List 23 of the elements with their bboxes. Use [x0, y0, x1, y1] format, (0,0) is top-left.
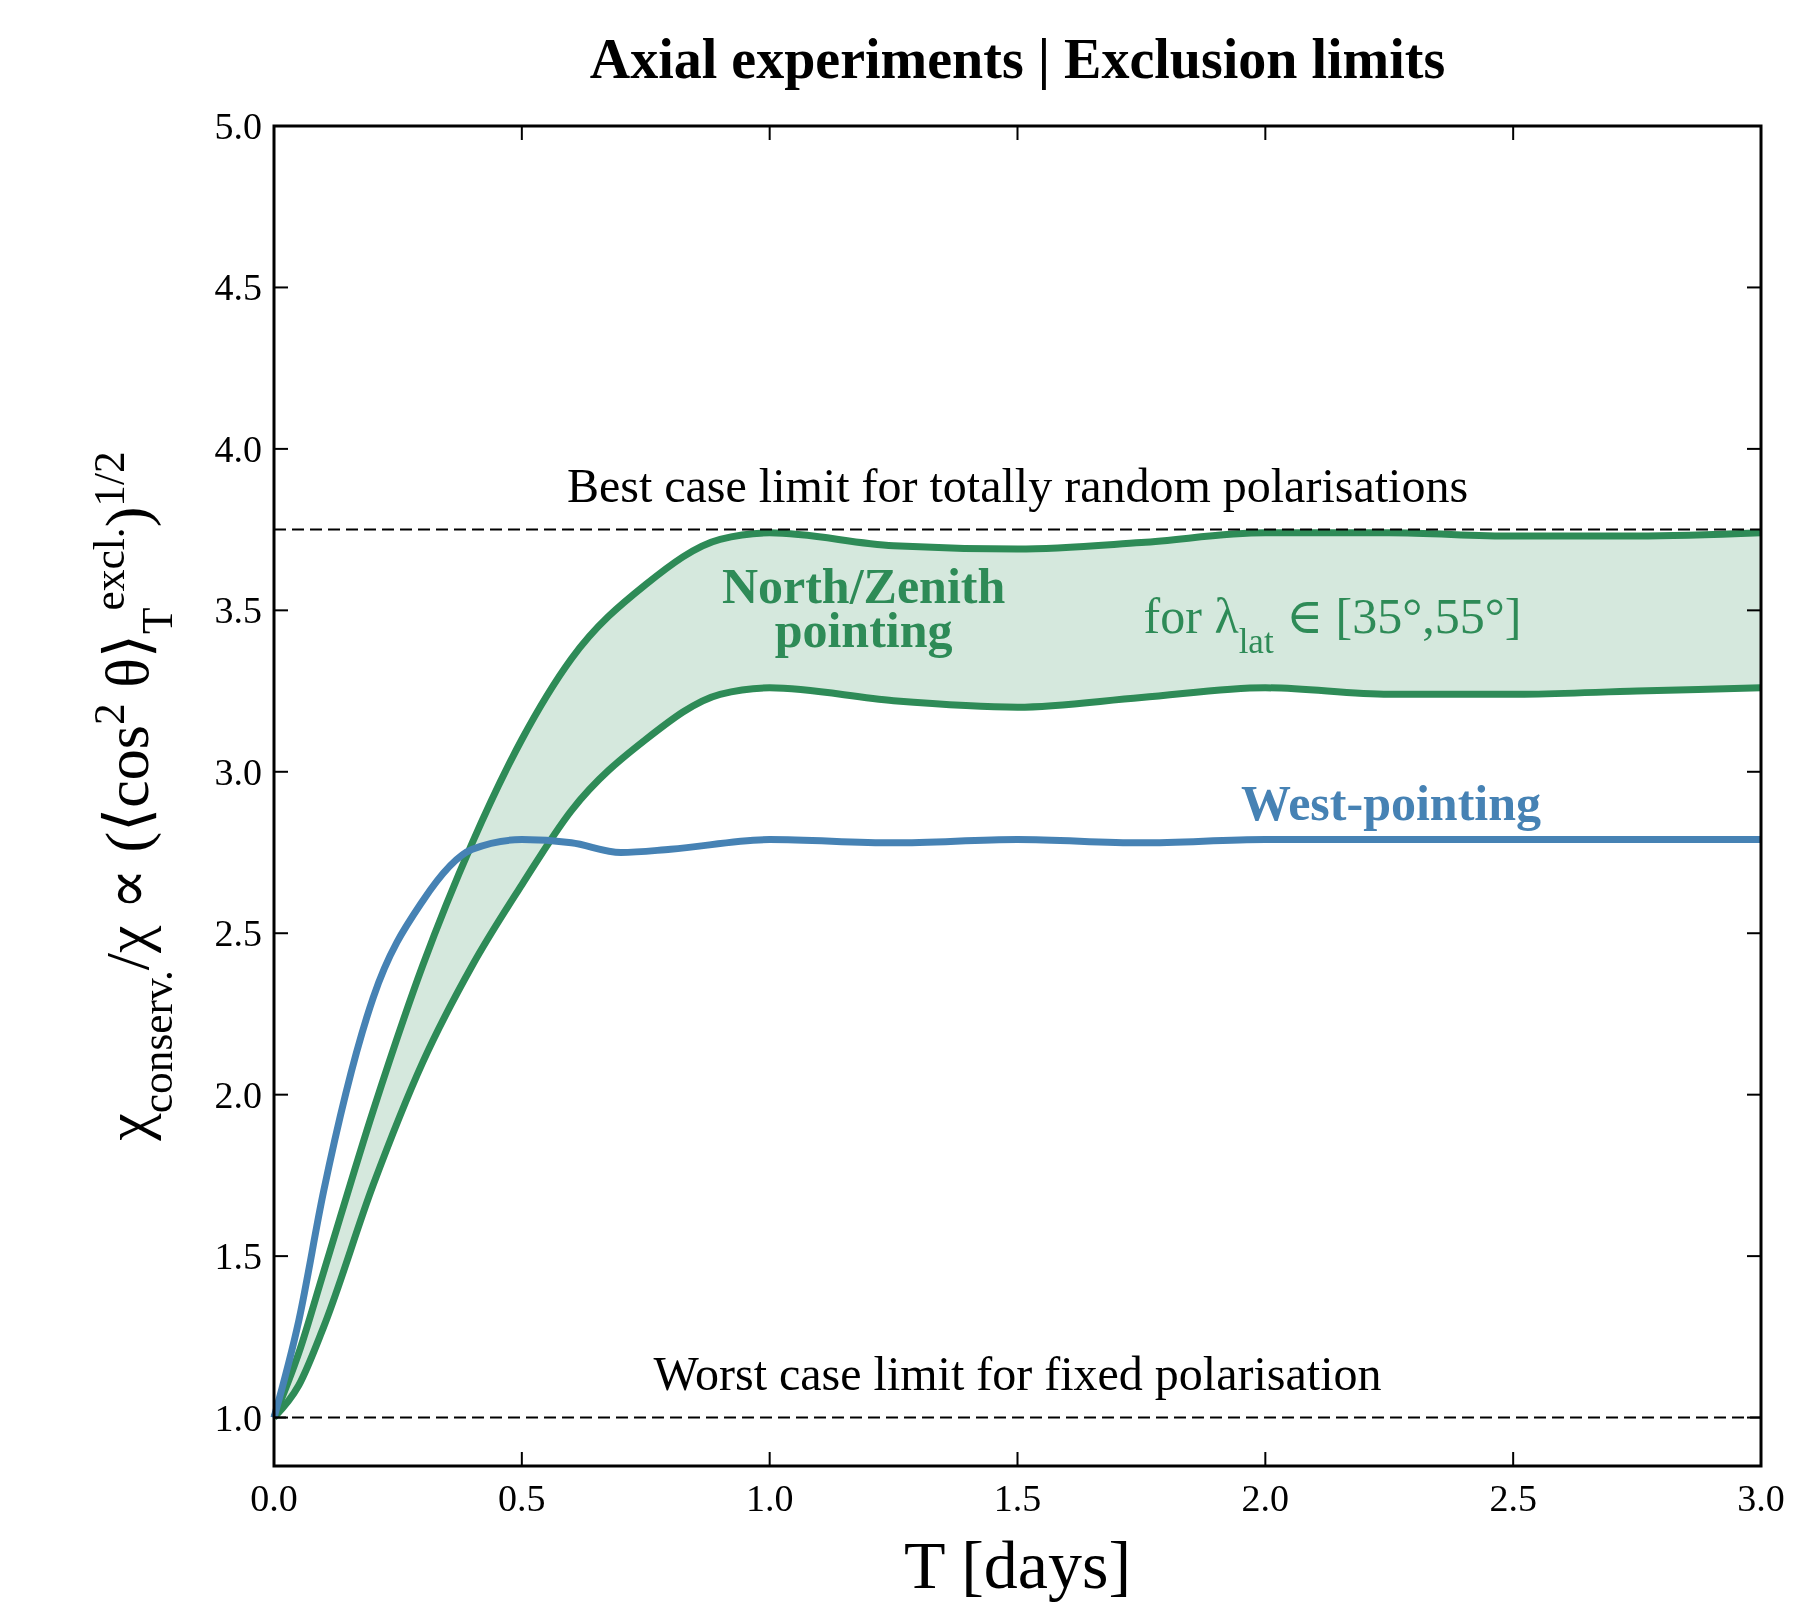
x-tick-label: 2.0 [1241, 1477, 1290, 1519]
y-tick-label: 3.5 [214, 589, 262, 632]
series-label: North/Zenith pointing [721, 558, 1006, 659]
y-tick-label: 1.5 [214, 1235, 262, 1278]
x-tick-label: 1.0 [745, 1477, 794, 1519]
ref-line-label: Best case limit for totally random polarisations [566, 458, 1469, 512]
x-tick-label: 0.5 [498, 1477, 546, 1519]
x-tick-label: 2.5 [1489, 1477, 1537, 1519]
x-tick-label: 1.5 [993, 1477, 1042, 1519]
chart-title: Axial experiments | Exclusion limits [589, 28, 1446, 90]
y-tick-label: 1.0 [214, 1396, 262, 1439]
y-tick-label: 5.0 [214, 105, 262, 147]
y-tick-label: 2.0 [214, 1073, 262, 1116]
x-tick-label: 3.0 [1737, 1477, 1785, 1519]
y-tick-label: 3.0 [214, 750, 262, 793]
ref-line-label: Worst case limit for fixed polarisation [653, 1346, 1382, 1400]
annotation: for λ$_{lat}$ ∈ [35°,55°] [1143, 588, 1522, 661]
y-tick-label: 4.0 [214, 427, 262, 470]
series-label: West-pointing [1240, 774, 1541, 831]
y-tick-label: 2.5 [214, 912, 262, 955]
y-tick-label: 4.5 [214, 266, 262, 309]
x-tick-label: 0.0 [250, 1477, 298, 1519]
x-axis-title: T [days] [903, 1527, 1132, 1603]
